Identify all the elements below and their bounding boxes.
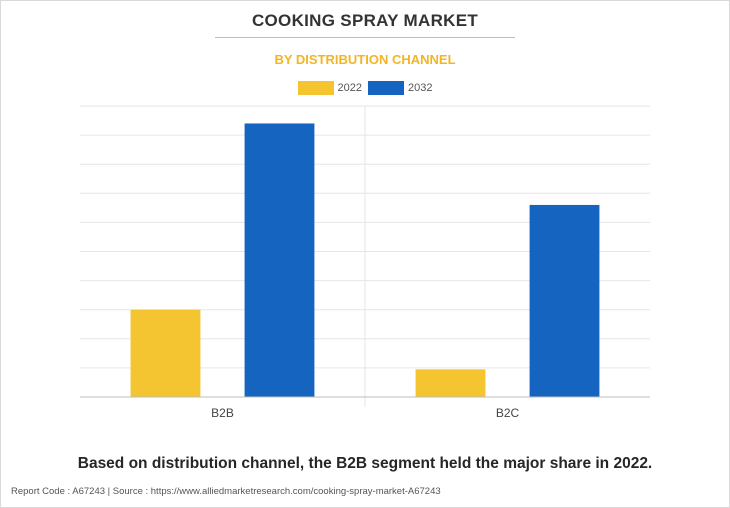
bar-b2c-2022 bbox=[415, 369, 486, 397]
title-divider bbox=[215, 37, 515, 38]
chart-title: COOKING SPRAY MARKET bbox=[251, 11, 479, 30]
x-tick-label-b2b: B2B bbox=[211, 406, 234, 420]
legend: 2022 2032 bbox=[0, 81, 730, 95]
source-footer: Report Code : A67243 | Source : https://… bbox=[11, 486, 441, 497]
bar-b2b-2022 bbox=[130, 309, 201, 397]
bar-chart: B2B B2C bbox=[80, 105, 650, 420]
chart-caption: Based on distribution channel, the B2B s… bbox=[77, 455, 653, 472]
legend-label-2022: 2022 bbox=[337, 82, 362, 94]
chart-subtitle: BY DISTRIBUTION CHANNEL bbox=[274, 52, 456, 67]
legend-label-2032: 2032 bbox=[408, 82, 433, 94]
bar-b2c-2032 bbox=[529, 204, 600, 397]
bar-b2b-2032 bbox=[244, 123, 315, 398]
legend-swatch-2032 bbox=[368, 81, 404, 95]
legend-item-2032: 2032 bbox=[368, 81, 432, 95]
legend-item-2022: 2022 bbox=[297, 81, 362, 95]
legend-swatch-2022 bbox=[297, 81, 334, 95]
x-tick-label-b2c: B2C bbox=[496, 406, 520, 420]
